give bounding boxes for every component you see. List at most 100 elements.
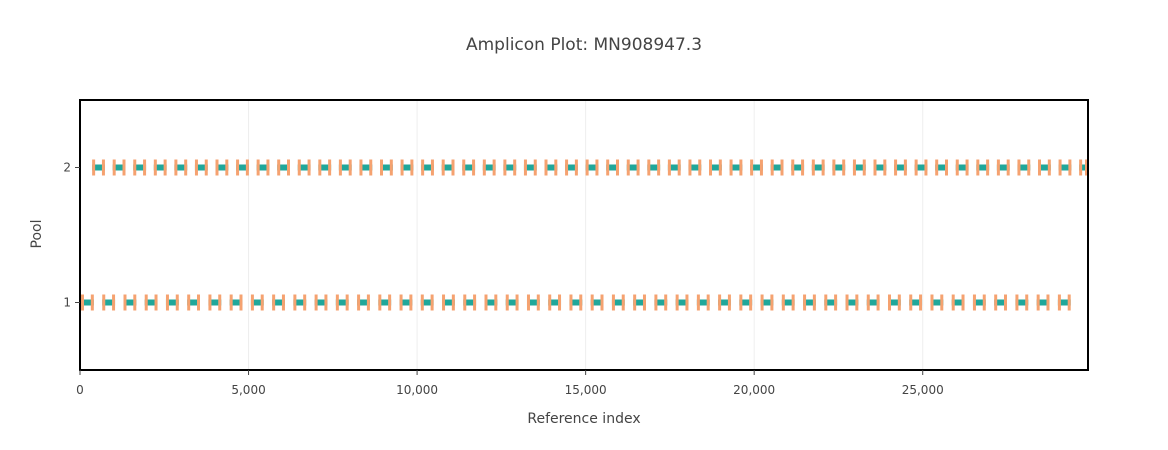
amplicon — [236, 159, 249, 176]
amplicon — [526, 294, 540, 311]
x-tick-label: 20,000 — [733, 383, 775, 397]
amplicon — [484, 294, 498, 311]
y-axis-ticks: 12 — [63, 161, 80, 310]
amplicon — [548, 294, 562, 311]
amplicon — [909, 294, 923, 311]
amplicon — [357, 294, 370, 311]
amplicon — [611, 294, 625, 311]
amplicon — [293, 294, 307, 311]
amplicon — [215, 159, 229, 176]
amplicon — [852, 159, 866, 176]
amplicon — [750, 159, 763, 176]
amplicon — [338, 159, 352, 176]
amplicon — [739, 294, 753, 311]
amplicon — [81, 294, 94, 311]
amplicon — [590, 294, 604, 311]
amplicon — [930, 294, 944, 311]
x-tick-label: 15,000 — [565, 383, 607, 397]
amplicon — [250, 294, 264, 311]
amplicon — [873, 159, 887, 176]
x-tick-label: 25,000 — [902, 383, 944, 397]
pool-2-amplicons — [92, 159, 1088, 176]
amplicon — [123, 294, 137, 311]
amplicon — [688, 159, 702, 176]
amplicon — [569, 294, 583, 311]
amplicon — [442, 294, 455, 311]
amplicon — [421, 159, 434, 176]
amplicon — [832, 159, 846, 176]
amplicon — [297, 159, 311, 176]
amplicon — [102, 294, 116, 311]
amplicon — [1036, 294, 1050, 311]
amplicon — [718, 294, 731, 311]
x-axis-ticks: 0 5,000 10,000 15,000 20,000 25,000 — [76, 370, 944, 397]
pool-1-amplicons — [81, 294, 1071, 311]
plot-frame — [79, 99, 1089, 371]
amplicon — [399, 294, 413, 311]
amplicon — [144, 294, 158, 311]
amplicon — [277, 159, 291, 176]
amplicon — [951, 294, 965, 311]
amplicon — [626, 159, 640, 176]
amplicon — [482, 159, 496, 176]
amplicon — [1038, 159, 1051, 176]
amplicon — [187, 294, 201, 311]
y-tick-label: 1 — [63, 296, 71, 310]
amplicon — [565, 159, 578, 176]
amplicon — [606, 159, 620, 176]
amplicon — [845, 294, 859, 311]
amplicon — [914, 159, 928, 176]
amplicon — [729, 159, 743, 176]
x-tick-label: 10,000 — [396, 383, 438, 397]
amplicon — [996, 159, 1010, 176]
amplicon — [709, 159, 722, 176]
amplicon — [781, 294, 795, 311]
amplicon — [994, 294, 1007, 311]
amplicon — [633, 294, 646, 311]
amplicon — [972, 294, 986, 311]
amplicon — [505, 294, 519, 311]
amplicon — [112, 159, 126, 176]
amplicon — [256, 159, 270, 176]
amplicon — [174, 159, 188, 176]
amplicon — [585, 159, 599, 176]
amplicon — [314, 294, 328, 311]
amplicon — [153, 159, 167, 176]
amplicon — [811, 159, 825, 176]
y-axis-title: Pool — [29, 220, 45, 249]
amplicon — [420, 294, 434, 311]
amplicon — [318, 159, 332, 176]
amplicon — [229, 294, 243, 311]
x-axis-title: Reference index — [527, 411, 640, 427]
amplicon — [1079, 159, 1088, 176]
amplicon — [647, 159, 661, 176]
amplicon — [165, 294, 179, 311]
x-tick-label: 5,000 — [231, 383, 265, 397]
amplicon — [194, 159, 208, 176]
amplicon — [400, 159, 414, 176]
amplicon — [1015, 294, 1029, 311]
amplicon — [523, 159, 537, 176]
chart-title: Amplicon Plot: MN908947.3 — [466, 35, 702, 55]
amplicon — [544, 159, 558, 176]
amplicon — [1057, 294, 1071, 311]
amplicon — [463, 294, 477, 311]
amplicon — [976, 159, 990, 176]
amplicon — [803, 294, 816, 311]
amplicon — [824, 294, 838, 311]
amplicon — [441, 159, 455, 176]
amplicon — [955, 159, 969, 176]
amplicon — [675, 294, 689, 311]
amplicon — [935, 159, 949, 176]
amplicon — [894, 159, 907, 176]
amplicon — [378, 294, 392, 311]
amplicon — [791, 159, 805, 176]
y-tick-label: 2 — [63, 161, 71, 175]
amplicon — [866, 294, 880, 311]
amplicon — [667, 159, 681, 176]
grid-layer — [248, 100, 924, 370]
amplicon — [760, 294, 774, 311]
amplicon — [208, 294, 222, 311]
